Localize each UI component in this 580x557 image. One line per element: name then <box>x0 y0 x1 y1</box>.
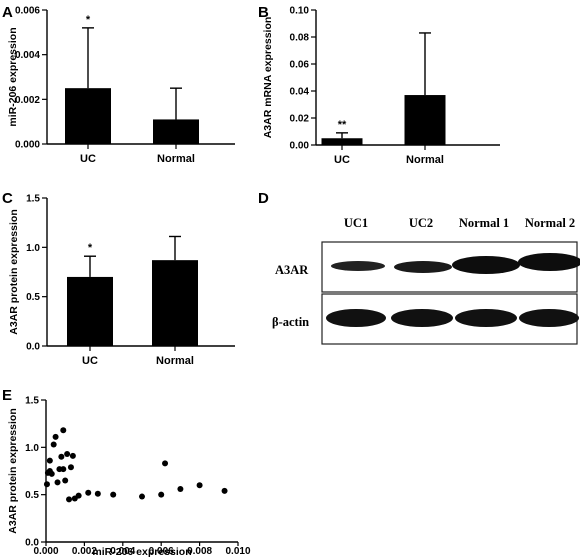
blot-band <box>455 309 517 327</box>
y-axis-title: miR-206 expression <box>7 27 19 126</box>
scatter-point <box>221 487 228 494</box>
scatter-point <box>64 450 71 457</box>
scatter-point <box>69 452 76 459</box>
y-axis-title: A3AR protein expression <box>7 408 19 533</box>
y-tick-label: 1.5 <box>25 396 39 407</box>
blot-band <box>452 256 520 274</box>
scatter-point <box>196 482 203 489</box>
category-label: UC <box>334 154 350 166</box>
panel-letter-e: E <box>2 387 12 404</box>
scatter-point <box>48 470 55 477</box>
blot-band <box>518 253 580 271</box>
bar <box>321 138 363 145</box>
x-tick-label: 0.008 <box>187 546 212 557</box>
significance-mark: * <box>88 242 93 254</box>
blot-row-label: A3AR <box>275 263 309 277</box>
y-tick-label: 0.006 <box>15 6 40 17</box>
panel-a-chart: 0.000 0.002 0.004 0.006 miR-206 expression UC… <box>7 6 235 165</box>
scatter-point <box>58 453 65 460</box>
y-tick-label: 0.04 <box>290 87 310 98</box>
scatter-point <box>158 491 165 498</box>
y-tick-label: 0.00 <box>290 141 310 152</box>
panel-d-western-blot: UC1 UC2 Normal 1 Normal 2 A3AR β-actin <box>272 216 580 345</box>
y-tick-label: 0.002 <box>15 95 40 106</box>
scatter-point <box>177 485 184 492</box>
bar <box>153 119 199 144</box>
significance-mark: * <box>86 14 91 26</box>
blot-band <box>394 261 452 273</box>
y-tick-label: 0.5 <box>25 490 39 501</box>
scatter-point <box>67 464 74 471</box>
y-tick-label: 0.0 <box>26 342 40 353</box>
y-tick-label: 0.004 <box>15 50 40 61</box>
scatter-point <box>54 479 61 486</box>
category-label: UC <box>82 355 98 367</box>
panel-c-chart: 0.0 0.5 1.0 1.5 A3AR protein expression UC * No… <box>8 194 235 367</box>
blot-lane-label: UC1 <box>344 216 368 230</box>
blot-lane-label: Normal 2 <box>525 216 575 230</box>
scatter-point <box>94 490 101 497</box>
panel-e-scatter: 0.0 0.5 1.0 1.5 0.000 0.002 0.004 0.006 0.008 0.0… <box>7 396 251 557</box>
scatter-point <box>162 460 169 467</box>
panel-b-chart: 0.00 0.02 0.04 0.06 0.08 0.10 A3AR mRNA expres… <box>262 6 500 166</box>
y-axis-title: A3AR mRNA expression <box>262 17 274 139</box>
scatter-point <box>60 427 67 434</box>
bar <box>67 276 113 346</box>
scatter-point <box>43 481 50 488</box>
y-tick-label: 0.02 <box>290 114 310 125</box>
category-label: UC <box>80 153 96 165</box>
y-tick-label: 0.0 <box>25 538 39 549</box>
category-label: Normal <box>406 154 444 166</box>
x-tick-label: 0.006 <box>149 546 174 557</box>
x-tick-label: 0.002 <box>72 546 97 557</box>
panel-letter-a: A <box>2 4 13 21</box>
scatter-point <box>139 493 145 500</box>
y-tick-label: 0.08 <box>290 33 310 44</box>
scatter-point <box>85 489 92 496</box>
scatter-point <box>46 457 53 464</box>
y-tick-label: 1.5 <box>26 194 40 205</box>
y-axis-title: A3AR protein expression <box>8 209 20 334</box>
scatter-point <box>52 433 59 440</box>
bar <box>65 88 111 144</box>
blot-band <box>331 261 385 271</box>
x-axis-title: miR-206 expression <box>92 546 191 557</box>
category-label: Normal <box>156 355 194 367</box>
y-tick-label: 1.0 <box>26 243 40 254</box>
y-tick-label: 0.10 <box>290 6 310 17</box>
blot-band <box>391 309 453 327</box>
bar <box>152 260 198 346</box>
scatter-point <box>62 477 69 484</box>
y-tick-label: 0.000 <box>15 140 40 151</box>
blot-lane-label: Normal 1 <box>459 216 509 230</box>
y-tick-label: 1.0 <box>25 443 39 454</box>
x-tick-label: 0.010 <box>225 546 250 557</box>
panel-letter-b: B <box>258 4 269 21</box>
category-label: Normal <box>157 153 195 165</box>
y-tick-label: 0.5 <box>26 292 40 303</box>
significance-mark: ** <box>338 119 347 131</box>
bar <box>404 95 446 145</box>
scatter-point <box>75 492 82 499</box>
scatter-point <box>110 491 117 498</box>
scatter-point <box>60 466 67 473</box>
panel-letter-d: D <box>258 190 269 207</box>
y-tick-label: 0.06 <box>290 60 310 71</box>
scatter-point <box>66 496 73 503</box>
blot-row-label: β-actin <box>272 315 309 329</box>
panel-letter-c: C <box>2 190 13 207</box>
x-tick-label: 0.004 <box>110 546 135 557</box>
blot-band <box>326 309 386 327</box>
blot-band <box>519 309 579 327</box>
x-tick-label: 0.000 <box>33 546 58 557</box>
scatter-point <box>50 441 57 448</box>
blot-lane-label: UC2 <box>409 216 433 230</box>
